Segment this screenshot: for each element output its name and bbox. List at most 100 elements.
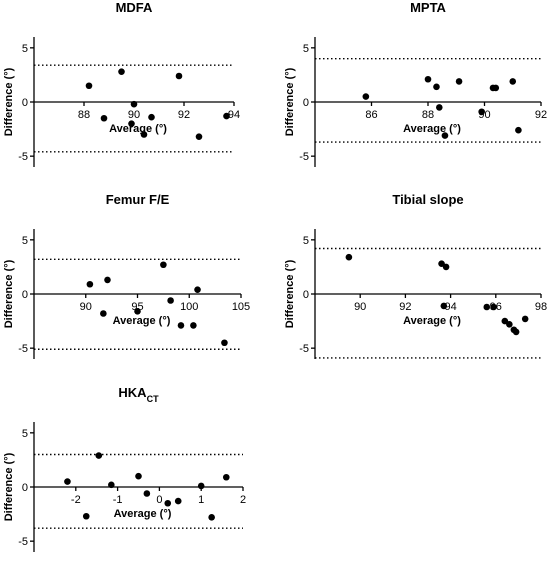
data-point bbox=[108, 481, 115, 489]
x-tick-label: 92 bbox=[535, 109, 547, 121]
data-point bbox=[490, 303, 497, 311]
data-point bbox=[512, 328, 520, 336]
plot-title-text: MPTA bbox=[410, 0, 446, 15]
data-point bbox=[100, 114, 108, 122]
x-tick-label: -2 bbox=[71, 494, 81, 506]
data-point bbox=[190, 322, 197, 329]
x-tick-label: 0 bbox=[156, 494, 162, 506]
data-point bbox=[175, 72, 183, 80]
data-point bbox=[95, 452, 103, 459]
data-point bbox=[478, 108, 485, 116]
y-tick-label: 0 bbox=[303, 289, 309, 301]
data-point bbox=[440, 302, 448, 310]
data-point bbox=[174, 497, 182, 505]
plot-title: MDFA bbox=[116, 0, 153, 15]
data-point bbox=[100, 310, 107, 317]
plot-title: Femur F/E bbox=[106, 192, 170, 207]
plot-title: Tibial slope bbox=[392, 192, 463, 207]
data-point bbox=[433, 83, 440, 91]
data-point bbox=[194, 286, 201, 293]
data-point bbox=[164, 499, 172, 507]
x-tick-label: 100 bbox=[180, 301, 198, 313]
x-tick-label: 88 bbox=[422, 109, 434, 121]
y-tick-label: 5 bbox=[22, 428, 28, 440]
data-point bbox=[134, 308, 141, 315]
data-point bbox=[130, 100, 138, 108]
data-point bbox=[128, 120, 135, 127]
y-axis-label: Difference (°) bbox=[3, 259, 15, 328]
x-tick-label: 98 bbox=[535, 301, 547, 313]
data-point bbox=[177, 322, 185, 329]
data-point bbox=[442, 263, 450, 271]
y-tick-label: 0 bbox=[22, 289, 28, 301]
plot-title-text: Tibial slope bbox=[392, 192, 463, 207]
x-axis-label: Average (°) bbox=[403, 123, 461, 135]
data-point bbox=[424, 75, 432, 83]
x-tick-label: -1 bbox=[113, 494, 123, 506]
x-tick-label: 1 bbox=[198, 494, 204, 506]
data-point bbox=[104, 276, 111, 284]
plot-title-text: Femur F/E bbox=[106, 192, 170, 207]
data-point bbox=[135, 472, 142, 480]
y-tick-label: 5 bbox=[303, 43, 309, 55]
x-axis-label: Average (°) bbox=[109, 123, 167, 135]
plot-title-text: HKA bbox=[118, 385, 147, 400]
y-tick-label: 0 bbox=[303, 97, 309, 109]
y-axis-label: Difference (°) bbox=[284, 259, 296, 328]
data-point bbox=[208, 514, 215, 521]
x-axis-label: Average (°) bbox=[403, 315, 461, 327]
data-point bbox=[86, 280, 94, 288]
data-point bbox=[167, 297, 174, 304]
x-tick-label: 2 bbox=[240, 494, 246, 506]
y-tick-label: 5 bbox=[22, 235, 28, 247]
data-point bbox=[82, 512, 90, 520]
data-point bbox=[223, 112, 230, 120]
data-point bbox=[441, 132, 449, 139]
y-tick-label: -5 bbox=[18, 151, 28, 163]
y-axis-label: Difference (°) bbox=[3, 452, 15, 521]
data-point bbox=[509, 78, 517, 85]
x-tick-label: 95 bbox=[131, 301, 143, 313]
x-tick-label: 105 bbox=[232, 301, 250, 313]
x-axis-label: Average (°) bbox=[113, 315, 171, 327]
data-point bbox=[140, 131, 148, 138]
data-point bbox=[436, 104, 443, 111]
y-tick-label: -5 bbox=[299, 151, 309, 163]
x-tick-label: 92 bbox=[178, 109, 190, 121]
x-tick-label: 88 bbox=[78, 109, 90, 121]
data-point bbox=[143, 490, 151, 497]
plot-title: HKACT bbox=[118, 385, 159, 404]
data-point bbox=[148, 113, 155, 121]
data-point bbox=[64, 478, 71, 485]
y-tick-label: 5 bbox=[303, 235, 309, 247]
data-point bbox=[506, 321, 513, 328]
data-point bbox=[483, 303, 491, 311]
x-axis-label: Average (°) bbox=[114, 508, 172, 520]
data-point bbox=[160, 261, 167, 269]
x-tick-label: 86 bbox=[365, 109, 377, 121]
x-tick-label: 90 bbox=[128, 109, 140, 121]
y-tick-label: -5 bbox=[18, 343, 28, 355]
data-point bbox=[197, 482, 205, 490]
data-point bbox=[222, 473, 230, 481]
x-tick-label: 92 bbox=[399, 301, 411, 313]
plot-0: MDFA -5 0 5 88 90 92 94 Average (°) Difference (°… bbox=[3, 0, 240, 167]
data-point bbox=[515, 126, 522, 134]
plot-3: Tibial slope-5059092949698Average (°)Dif… bbox=[284, 192, 547, 359]
plot-title: MPTA bbox=[410, 0, 446, 15]
plot-4: HKACT -5 0 5 -2 -1 0 1 2 Average (°) Difference (°… bbox=[3, 385, 246, 552]
data-point bbox=[521, 315, 529, 323]
x-tick-label: 94 bbox=[228, 109, 240, 121]
data-point bbox=[221, 339, 228, 347]
data-point bbox=[195, 133, 203, 140]
y-tick-label: 5 bbox=[22, 43, 28, 55]
data-point bbox=[345, 253, 353, 261]
data-point bbox=[362, 93, 370, 100]
data-point bbox=[118, 68, 125, 75]
y-tick-label: 0 bbox=[22, 97, 28, 109]
plot-title-text: MDFA bbox=[116, 0, 153, 15]
data-point bbox=[455, 78, 463, 85]
y-tick-label: -5 bbox=[18, 536, 28, 548]
